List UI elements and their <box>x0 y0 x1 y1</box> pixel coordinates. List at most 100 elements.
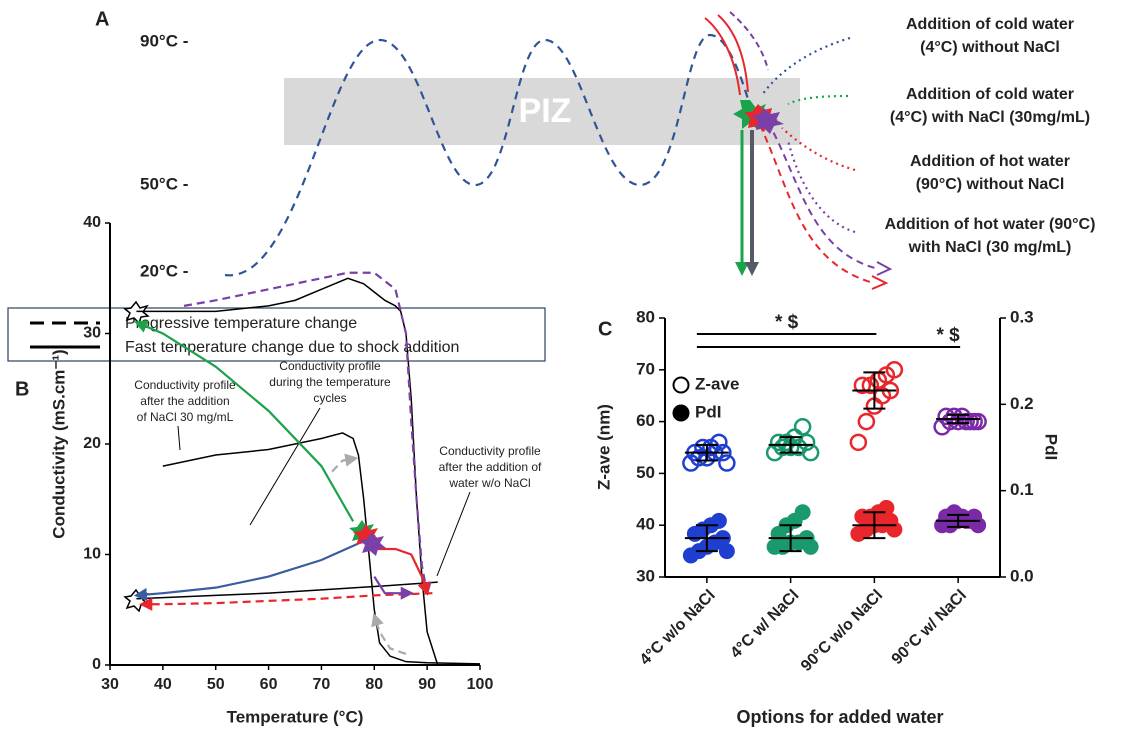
arrow-head <box>876 261 893 276</box>
temp-label: 20°C - <box>140 261 188 280</box>
y-tick-label: 40 <box>83 214 101 231</box>
pointer <box>177 425 181 451</box>
data-point <box>694 438 712 457</box>
x-axis-label: Temperature (°C) <box>227 707 364 726</box>
dashed-arrow <box>767 121 876 269</box>
x-tick-label: 100 <box>467 676 494 693</box>
addition-label: Addition of cold water <box>906 16 1074 33</box>
burst <box>752 108 784 134</box>
significance-label: * $ <box>775 312 799 333</box>
burst <box>123 588 150 613</box>
annotation: Conductivity profile <box>134 378 236 392</box>
y-tick-label: 0 <box>92 656 101 673</box>
legend-label: PdI <box>695 402 721 421</box>
series-line <box>331 453 359 473</box>
y2-tick-label: 0.1 <box>1010 480 1034 499</box>
x-tick-label: 90 <box>418 676 436 693</box>
annotation: after the addition of <box>439 460 542 474</box>
temperature-wave <box>224 33 754 277</box>
y-tick-label: 20 <box>83 435 101 452</box>
line-key-box <box>7 307 546 362</box>
addition-label: (90°C) without NaCl <box>916 176 1065 193</box>
data-point <box>969 412 987 431</box>
data-point <box>718 543 735 560</box>
y-tick-label: 30 <box>636 566 655 585</box>
data-point <box>794 504 811 521</box>
data-point <box>710 433 728 452</box>
dotted-arrow <box>787 94 849 105</box>
series-line <box>374 547 431 596</box>
series-line <box>133 542 359 602</box>
y-tick-label: 40 <box>636 515 655 534</box>
series-line <box>371 612 407 655</box>
arrow-head <box>735 262 749 276</box>
legend-marker <box>672 376 690 394</box>
addition-label: Addition of hot water (90°C) <box>885 216 1096 233</box>
x-tick-label: 60 <box>260 676 278 693</box>
data-point <box>718 454 736 472</box>
x-tick-label: 40 <box>154 676 172 693</box>
x-tick-label: 4°C w/o NaCl <box>637 587 719 669</box>
plot-c: 30 40 50 60 70 80 0.0 0.1 0.2 0.3 4°C w/o NaCl 4°C … <box>636 307 1034 675</box>
addition-label: (4°C) with NaCl (30mg/mL) <box>890 109 1090 126</box>
piz-label: PIZ <box>519 92 572 130</box>
addition-label: Addition of cold water <box>906 86 1074 103</box>
y2-tick-label: 0.3 <box>1010 307 1034 326</box>
burst <box>353 524 380 548</box>
pointer <box>436 491 471 577</box>
series-line <box>133 320 355 522</box>
legend-label: Z-ave <box>695 374 739 393</box>
data-point <box>802 538 819 555</box>
y2-tick-label: 0.2 <box>1010 394 1034 413</box>
y-axis-label: Conductivity (mS.cm⁻¹) <box>49 349 68 538</box>
burst <box>359 532 386 556</box>
y2-axis-label: PdI <box>1042 434 1061 460</box>
x-tick-label: 70 <box>313 676 331 693</box>
series-line <box>162 432 481 665</box>
data-point <box>793 418 812 436</box>
dashed-arrow <box>759 124 871 283</box>
line-key-text: Fast temperature change due to shock add… <box>125 339 459 356</box>
up-arrow <box>729 11 769 71</box>
annotation: Conductivity profile <box>279 359 381 373</box>
annotation: during the temperature <box>269 375 391 389</box>
dotted-arrow <box>781 127 856 172</box>
data-point <box>853 376 872 395</box>
annotation: of NaCl 30 mg/mL <box>137 410 234 424</box>
x-tick-label: 80 <box>365 676 383 693</box>
plot-b: 30 40 50 60 70 80 90 100 0 10 20 30 40 <box>83 214 493 693</box>
temp-label: 90°C - <box>140 31 188 50</box>
dotted-arrow <box>761 36 851 96</box>
y-tick-label: 60 <box>636 411 655 430</box>
y-axis-label: Z-ave (nm) <box>594 404 613 490</box>
annotation: water w/o NaCl <box>448 476 530 490</box>
pointer <box>249 407 321 526</box>
up-arrow <box>704 17 741 96</box>
series-line <box>183 271 432 596</box>
addition-label: (4°C) without NaCl <box>920 39 1060 56</box>
addition-label: Addition of hot water <box>910 153 1070 170</box>
arrow-head <box>871 275 889 290</box>
arrow-head <box>745 262 759 276</box>
data-point <box>857 412 876 431</box>
x-axis-label: Options for added water <box>736 707 943 727</box>
y-tick-label: 30 <box>83 325 101 342</box>
x-tick-label: 30 <box>101 676 119 693</box>
series-line <box>136 581 438 600</box>
series-line <box>139 592 433 611</box>
annotation: Conductivity profile <box>439 444 541 458</box>
data-point <box>885 361 904 379</box>
y-tick-label: 50 <box>636 463 655 482</box>
dotted-arrow <box>786 139 856 234</box>
up-arrow <box>717 14 749 93</box>
legend-marker <box>672 404 690 422</box>
data-point <box>849 433 868 452</box>
addition-label: with NaCl (30 mg/mL) <box>908 239 1072 256</box>
significance-label: * $ <box>937 325 961 346</box>
panel-label: A <box>95 8 109 30</box>
series-line <box>373 576 414 600</box>
y-tick-label: 70 <box>636 359 655 378</box>
line-key-text: Progressive temperature change <box>125 315 357 332</box>
y-tick-label: 10 <box>83 546 101 563</box>
